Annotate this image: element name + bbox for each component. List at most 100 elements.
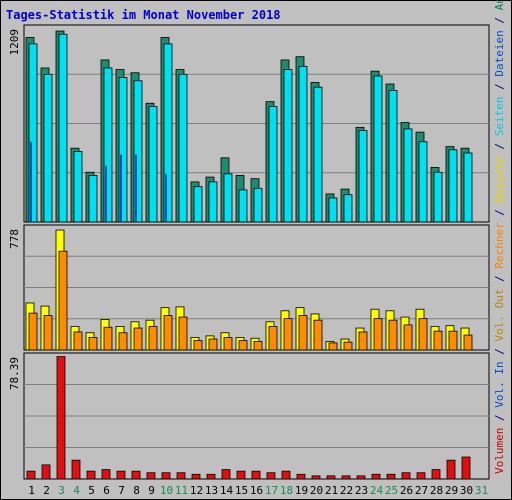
bar-rechner	[133, 327, 143, 351]
bar-seiten	[88, 175, 98, 223]
x-tick-label: 9	[148, 484, 155, 497]
bar-seiten	[388, 90, 398, 223]
bar-seiten	[253, 187, 263, 223]
legend-entry: Besuche	[493, 156, 506, 202]
x-tick-label: 22	[340, 484, 353, 497]
bar-rechner	[463, 334, 473, 351]
bar-seiten	[193, 186, 203, 223]
bar-rechner	[28, 312, 38, 351]
legend-entry: Volumen	[493, 428, 506, 474]
bar-volumen	[416, 472, 426, 480]
bar-seiten	[58, 33, 68, 223]
x-tick-label: 18	[280, 484, 293, 497]
y-max-label-bottom: 78.39	[8, 357, 21, 390]
series-legend: Volumen / Vol. In / Vol. Out / Rechner /…	[493, 0, 506, 474]
bar-seiten	[163, 43, 173, 223]
x-tick-label: 19	[295, 484, 308, 497]
bar-seiten	[463, 152, 473, 223]
x-tick-label: 30	[460, 484, 473, 497]
bar-volumen	[41, 464, 51, 480]
bar-seiten	[433, 171, 443, 223]
bar-volumen	[131, 470, 141, 480]
bar-volumen	[356, 475, 366, 480]
x-tick-label: 25	[385, 484, 398, 497]
bar-dateien	[120, 154, 122, 222]
x-tick-label: 1	[28, 484, 35, 497]
x-tick-label: 5	[88, 484, 95, 497]
legend-entry: Anfragen	[493, 0, 506, 10]
bar-volumen	[341, 475, 351, 480]
y-max-label-top: 1209	[8, 29, 21, 56]
bar-volumen	[446, 459, 456, 480]
bar-rechner	[208, 338, 218, 351]
bar-volumen	[401, 472, 411, 480]
legend-entry: Vol. Out	[493, 289, 506, 342]
chart-title: Tages-Statistik im Monat November 2018	[6, 8, 281, 22]
bar-rechner	[283, 318, 293, 351]
bar-rechner	[43, 315, 53, 351]
bar-seiten	[343, 194, 353, 223]
bar-volumen	[386, 473, 396, 480]
x-tick-label: 4	[73, 484, 80, 497]
bar-volumen	[251, 470, 261, 480]
bar-volumen	[326, 475, 336, 480]
bar-rechner	[223, 337, 233, 351]
x-tick-label: 29	[445, 484, 458, 497]
bar-rechner	[58, 250, 68, 351]
x-tick-label: 16	[250, 484, 263, 497]
bar-dateien	[30, 141, 32, 222]
bar-rechner	[268, 326, 278, 351]
bar-volumen	[206, 473, 216, 480]
bar-rechner	[88, 337, 98, 351]
x-tick-label: 17	[265, 484, 278, 497]
bar-volumen	[26, 470, 36, 480]
bar-volumen	[101, 469, 111, 480]
bar-seiten	[133, 80, 143, 223]
y-max-label-middle: 778	[8, 229, 21, 249]
bar-seiten	[178, 73, 188, 223]
bar-seiten	[268, 106, 278, 223]
x-tick-label: 3	[58, 484, 65, 497]
bar-seiten	[313, 86, 323, 223]
bar-rechner	[418, 318, 428, 351]
bar-volumen	[281, 470, 291, 480]
bar-volumen	[71, 459, 81, 480]
x-tick-label: 13	[205, 484, 218, 497]
bar-seiten	[418, 141, 428, 223]
bar-volumen	[236, 470, 246, 480]
bar-seiten	[403, 128, 413, 223]
x-tick-label: 11	[175, 484, 188, 497]
legend-entry: /	[493, 269, 506, 289]
legend-entry: /	[493, 342, 506, 362]
bar-rechner	[373, 318, 383, 351]
bar-seiten	[103, 67, 113, 223]
bar-seiten	[208, 181, 218, 223]
bar-rechner	[388, 319, 398, 351]
bar-volumen	[371, 473, 381, 480]
bar-rechner	[448, 330, 458, 351]
legend-entry: Seiten	[493, 96, 506, 136]
bar-rechner	[403, 324, 413, 351]
x-tick-label: 15	[235, 484, 248, 497]
x-tick-label: 2	[43, 484, 50, 497]
bar-volumen	[266, 472, 276, 480]
x-tick-label: 8	[133, 484, 140, 497]
bar-rechner	[313, 319, 323, 351]
x-tick-label: 24	[370, 484, 384, 497]
bar-seiten	[73, 150, 83, 223]
bar-dateien	[135, 154, 137, 222]
x-tick-label: 7	[118, 484, 125, 497]
bar-dateien	[165, 173, 167, 222]
bar-rechner	[343, 341, 353, 351]
bar-rechner	[433, 330, 443, 351]
bar-volumen	[161, 472, 171, 480]
bar-volumen	[56, 356, 66, 480]
bar-rechner	[163, 315, 173, 351]
bar-seiten	[148, 106, 158, 223]
legend-entry: /	[493, 77, 506, 97]
bar-volumen	[311, 475, 321, 480]
bar-volumen	[176, 472, 186, 480]
legend-entry: /	[493, 202, 506, 222]
bar-volumen	[461, 456, 471, 480]
x-tick-label: 31	[475, 484, 488, 497]
